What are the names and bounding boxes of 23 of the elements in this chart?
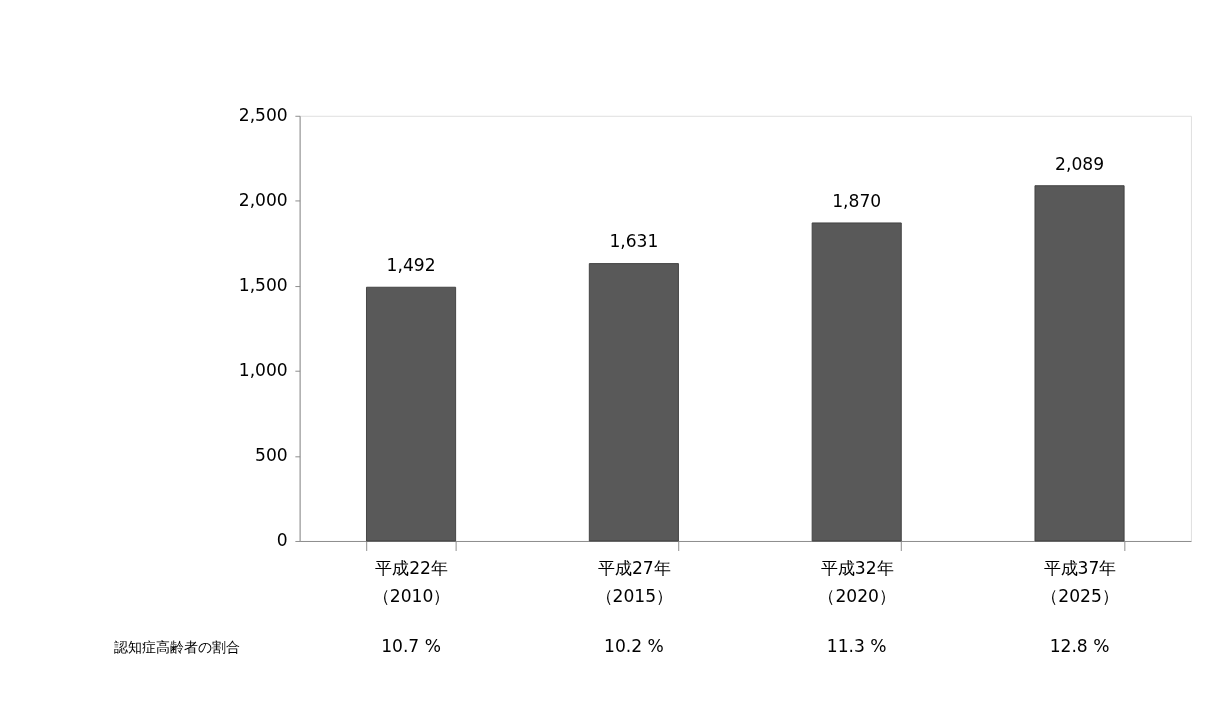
data-label: 1,631 [609, 231, 659, 252]
x-tick-label: 平成22年（2010） [372, 557, 451, 607]
text: 10.2 % [603, 636, 664, 657]
data-label: 1,492 [386, 255, 436, 276]
text: 12.8 % [1049, 636, 1110, 657]
bar [366, 286, 457, 542]
bar [1034, 185, 1125, 542]
data-label: 2,089 [1055, 153, 1105, 174]
data-label: 1,870 [832, 190, 882, 211]
text: 11.3 % [826, 636, 887, 657]
y-tick-label: 0 [276, 530, 288, 551]
y-tick-label: 500 [255, 445, 288, 466]
x-tick-label: 平成37年（2025） [1041, 557, 1119, 607]
bar [811, 222, 902, 542]
y-tick-label: 1,000 [238, 360, 288, 381]
y-tick-label: 2,000 [238, 190, 288, 211]
x-tick-label: 平成27年（2015） [595, 557, 674, 607]
text: 10.7 % [381, 636, 441, 657]
text: 認知症高齢者の割合 [114, 639, 241, 656]
bar [588, 263, 679, 542]
x-tick-label: 平成32年（2020） [818, 557, 896, 607]
y-tick-label: 1,500 [238, 275, 288, 296]
y-tick-label: 2,500 [238, 105, 288, 126]
